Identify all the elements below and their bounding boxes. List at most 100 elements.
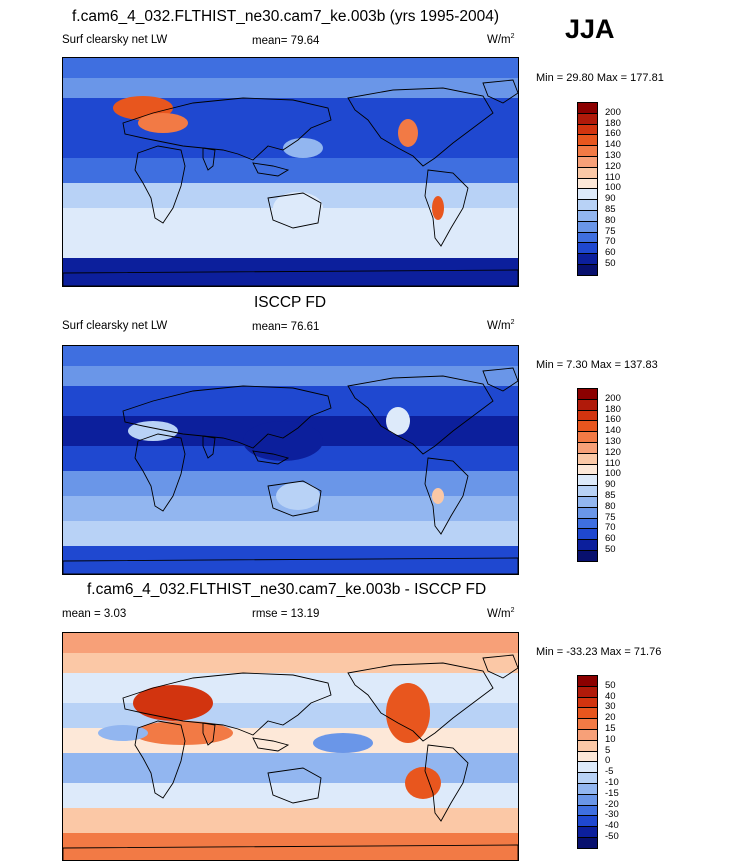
coastline [347,662,494,742]
coastline [267,192,322,229]
colorbar-tick-label: 160 [605,414,621,426]
field-band [63,673,518,703]
colorbar-swatch [577,264,598,276]
colorbar-tick-label: -15 [605,787,619,799]
colorbar-swatch [577,783,598,794]
colorbar-swatch [577,420,598,432]
field-blob [432,196,444,220]
colorbar-swatch [577,739,598,751]
field-layer [63,346,518,574]
field-band [63,366,518,386]
coastline [252,450,290,465]
colorbar-tick-label: 120 [605,160,621,172]
field-blob [138,113,188,133]
season-label: JJA [565,14,615,44]
colorbar-swatch [577,837,598,849]
colorbar-swatch [577,696,598,708]
field-layer [63,58,518,286]
panel3-rmse: rmse = 13.19 [252,608,320,620]
coastline [122,672,332,736]
panel1-title: f.cam6_4_032.FLTHIST_ne30.cam7_ke.003b (… [72,8,500,25]
colorbar-swatch [577,166,598,178]
colorbar-swatch [577,409,598,421]
colorbar-tick-label: 40 [605,690,616,702]
colorbar-swatch [577,210,598,221]
colorbar-swatch [577,485,598,496]
colorbar-swatch [577,506,598,518]
field-band [63,753,518,783]
field-blob [313,733,373,753]
colorbar-swatch [577,707,598,719]
colorbar-tick-label: -20 [605,798,619,810]
colorbar-swatch [577,685,598,697]
coastline [134,145,186,224]
colorbar-tick-label: 20 [605,712,616,724]
colorbar-tick-label: 85 [605,204,616,215]
colorbar-tick-label: 160 [605,128,621,140]
colorbar-swatch [577,826,598,837]
colorbar-swatch [577,517,598,529]
colorbar-tick-label: -50 [605,831,619,842]
colorbar-swatch [577,463,598,475]
colorbar-swatch [577,431,598,442]
colorbar-swatch [577,253,598,264]
coastline [63,557,518,574]
field-band [63,258,518,286]
colorbar-tick-label: 75 [605,225,616,237]
field-band [63,233,518,258]
panel2-title: ISCCP FD [254,294,327,311]
field-blob [128,421,178,441]
colorbar-tick-label: 30 [605,701,616,713]
colorbar-tick-label: 120 [605,446,621,458]
colorbar-tick-label: 50 [605,679,616,691]
field-layer [63,633,518,860]
colorbar-tick-label: 90 [605,479,616,491]
panel2-mean: mean= 76.61 [252,321,320,333]
colorbar-swatch [577,177,598,189]
field-blob [283,138,323,158]
colorbar-swatch [577,112,598,124]
panel3-title: f.cam6_4_032.FLTHIST_ne30.cam7_ke.003b -… [87,581,487,598]
panel2-minmax: Min = 7.30 Max = 137.83 [536,359,658,371]
colorbar-swatch [577,398,598,410]
colorbar-tick-label: 0 [605,755,611,767]
panel3-map [62,632,519,861]
colorbar-tick-label: -40 [605,820,619,832]
panel3-minmax: Min = -33.23 Max = 71.76 [536,646,662,658]
colorbar-tick-label: 10 [605,733,616,745]
colorbar-tick-label: 90 [605,193,616,205]
map-svg [63,58,518,286]
coastline [482,79,518,104]
colorbar-tick-label: 50 [605,544,616,555]
colorbar-swatch [577,231,598,243]
colorbar-tick-label: 130 [605,150,621,161]
coastline [252,162,290,177]
colorbar-tick-label: 60 [605,533,616,545]
panel1-minmax: Min = 29.80 Max = 177.81 [536,72,664,84]
colorbar-tick-label: 100 [605,468,621,480]
colorbar-swatch [577,729,598,740]
coastline [63,844,518,860]
colorbar-swatch [577,550,598,562]
field-blob [98,725,148,741]
colorbar-swatch [577,815,598,827]
colorbar-swatch [577,199,598,210]
coastline [134,720,186,799]
colorbar-tick-label: 180 [605,403,621,415]
coastline [347,87,494,167]
colorbar-tick-label: 70 [605,522,616,534]
colorbar-swatch [577,750,598,762]
coastline [202,435,216,459]
colorbar-swatch [577,156,598,167]
colorbar-tick-label: 110 [605,457,621,469]
colorbar-swatch [577,474,598,486]
colorbar-swatch [577,772,598,783]
colorbar-swatch [577,388,598,399]
field-blob [386,683,430,743]
coastline [202,722,216,746]
field-band [63,78,518,98]
colorbar-tick-label: 15 [605,723,616,734]
field-blob [133,685,213,721]
colorbar-tick-label: 130 [605,436,621,447]
colorbar-tick-label: 60 [605,247,616,259]
